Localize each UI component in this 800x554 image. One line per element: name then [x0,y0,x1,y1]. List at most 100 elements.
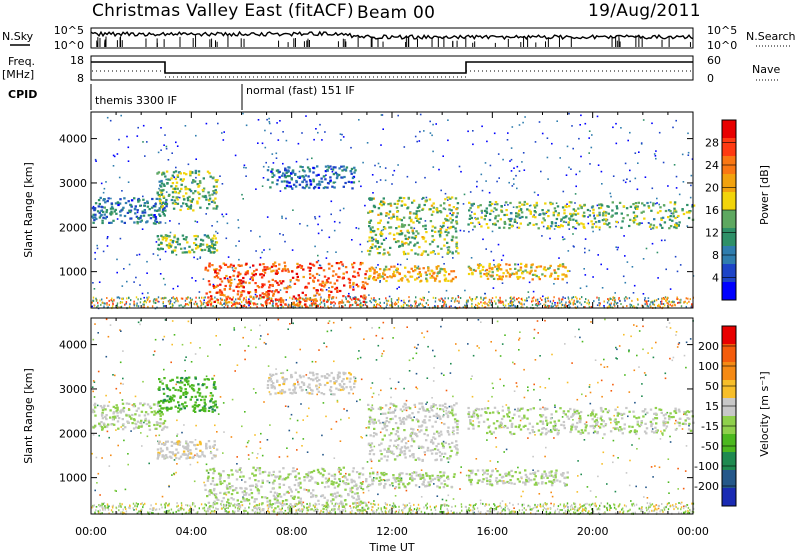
scatter-cell [312,166,315,169]
scatter-cell [376,473,379,476]
scatter-cell [369,210,372,213]
scatter-cell [347,392,351,395]
scatter-cell [547,215,550,218]
scatter-cell [389,402,392,405]
scatter-cell [162,196,166,199]
scatter-cell [439,231,443,234]
scatter-cell [215,207,218,210]
scatter-cell [489,475,492,478]
scatter-cell [415,216,418,219]
scatter-cell [128,209,131,212]
scatter-cell [562,220,566,223]
scatter-cell [219,266,223,269]
scatter-cell [425,280,429,283]
scatter-cell [505,209,508,212]
scatter-cell [189,452,193,455]
scatter-cell [110,202,113,205]
scatter-cell [451,409,454,412]
scatter-cell [415,230,418,233]
scatter-cell [332,173,336,176]
scatter-cell [164,400,167,403]
scatter-cell [136,220,139,224]
scatter-cell [289,503,292,506]
scatter-cell [495,477,498,480]
scatter-cell [416,241,419,244]
scatter-cell [120,409,123,412]
scatter-cell [277,495,280,498]
scatter-cell [172,453,175,456]
scatter-cell [428,243,432,246]
scatter-cell [368,267,371,270]
scatter-cell [470,478,473,481]
scatter-cell [285,290,288,294]
scatter-cell [373,278,376,281]
scatter-cell [399,451,402,454]
scatter-cell [361,467,365,470]
scatter-cell [552,214,555,217]
scatter-cell [161,449,164,452]
scatter-cell [369,269,372,272]
scatter-cell [633,430,636,433]
scatter-cell [261,479,264,482]
scatter-cell [441,408,445,411]
scatter-cell [196,391,200,394]
scatter-cell [518,205,521,208]
scatter-cell [506,415,510,418]
scatter-cell [339,384,342,387]
scatter-cell [197,173,201,176]
scatter-cell [272,263,275,266]
scatter-cell [363,508,366,511]
scatter-cell [166,448,169,451]
scatter-cell [544,428,548,431]
scatter-cell [551,202,554,205]
scatter-cell [451,214,454,217]
y-tick-label: 4000 [59,133,87,146]
scatter-cell [230,497,233,500]
scatter-cell [243,490,246,493]
scatter-cell [345,503,348,506]
scatter-cell [184,388,187,391]
scatter-cell [381,275,384,278]
scatter-cell [271,175,274,178]
scatter-cell [156,422,159,425]
scatter-cell [477,421,481,424]
scatter-cell [192,409,195,412]
scatter-cell [634,218,637,221]
scatter-cell [157,221,161,225]
scatter-cell [238,279,241,282]
scatter-cell [404,237,408,240]
scatter-cell [126,420,129,423]
scatter-cell [183,198,186,201]
scatter-cell [232,264,235,267]
scatter-cell [176,175,180,178]
scatter-cell [196,245,199,248]
scatter-cell [208,406,211,409]
scatter-cell [338,494,342,497]
scatter-cell [214,493,218,496]
scatter-cell [499,276,503,279]
scatter-cell [185,192,188,195]
scatter-cell [344,476,347,479]
scatter-cell [404,442,408,445]
scatter-cell [218,289,222,292]
scatter-cell [335,273,338,276]
scatter-cell [432,403,435,406]
scatter-cell [349,286,352,289]
scatter-cell [158,195,161,198]
scatter-cell [647,206,651,209]
scatter-cell [213,243,216,246]
scatter-cell [188,376,191,379]
scatter-cell [272,494,276,497]
scatter-cell [660,217,663,220]
scatter-cell [384,482,387,486]
scatter-cell [382,203,385,206]
scatter-cell [388,408,391,411]
scatter-cell [427,269,430,272]
scatter-cell [320,266,323,270]
scatter-cell [382,200,385,203]
scatter-cell [293,388,296,391]
scatter-cell [163,406,166,410]
scatter-cell [312,378,315,381]
scatter-cell [380,453,383,456]
scatter-cell [392,270,396,273]
